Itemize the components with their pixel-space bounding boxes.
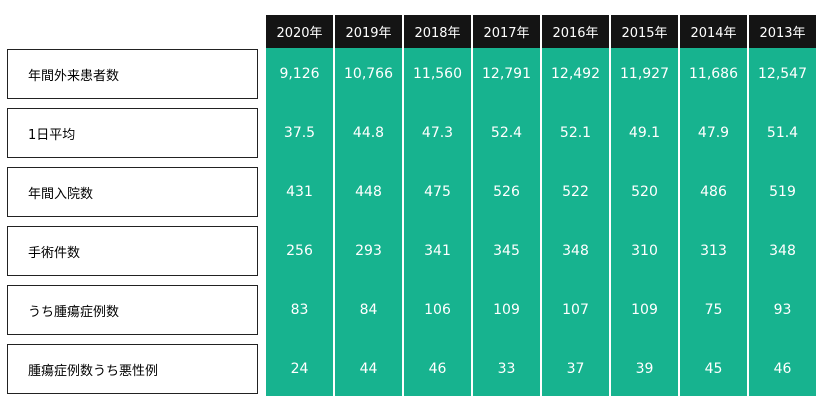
table-cell: 46: [773, 361, 792, 377]
table-cell: 345: [493, 243, 520, 259]
table-cell: 9,126: [279, 66, 320, 82]
column-header-year: 2019年: [335, 15, 402, 48]
table-cell: 107: [562, 302, 589, 318]
table-cell: 519: [769, 184, 796, 200]
table-cell: 310: [631, 243, 658, 259]
column-divider: [747, 15, 749, 396]
table-cell: 10,766: [344, 66, 393, 82]
table-cell: 475: [424, 184, 451, 200]
table-cell: 44: [359, 361, 378, 377]
table-cell: 431: [286, 184, 313, 200]
table-cell: 293: [355, 243, 382, 259]
column-body: [335, 48, 402, 396]
table-cell: 520: [631, 184, 658, 200]
table-cell: 37: [566, 361, 585, 377]
row-label: 腫瘍症例数うち悪性例: [7, 344, 258, 394]
table-cell: 47.3: [421, 125, 454, 141]
table-cell: 522: [562, 184, 589, 200]
table-cell: 84: [359, 302, 378, 318]
table-cell: 348: [769, 243, 796, 259]
column-body: [749, 48, 816, 396]
row-label: 手術件数: [7, 226, 258, 276]
table-cell: 256: [286, 243, 313, 259]
table-cell: 44.8: [352, 125, 385, 141]
table-cell: 12,791: [482, 66, 531, 82]
table-cell: 109: [631, 302, 658, 318]
column-divider: [678, 15, 680, 396]
row-label: 年間入院数: [7, 167, 258, 217]
column-header-year: 2016年: [542, 15, 609, 48]
table-cell: 37.5: [283, 125, 316, 141]
table-cell: 11,686: [689, 66, 738, 82]
table-cell: 75: [704, 302, 723, 318]
table-cell: 12,547: [758, 66, 807, 82]
row-label: うち腫瘍症例数: [7, 285, 258, 335]
column-divider: [402, 15, 404, 396]
table-cell: 52.4: [490, 125, 523, 141]
column-divider: [540, 15, 542, 396]
column-header-year: 2018年: [404, 15, 471, 48]
table-cell: 47.9: [697, 125, 730, 141]
column-body: [473, 48, 540, 396]
column-header-year: 2013年: [749, 15, 816, 48]
table-cell: 39: [635, 361, 654, 377]
table-cell: 448: [355, 184, 382, 200]
table-cell: 11,927: [620, 66, 669, 82]
table-cell: 93: [773, 302, 792, 318]
table-cell: 45: [704, 361, 723, 377]
table-cell: 486: [700, 184, 727, 200]
column-header-year: 2017年: [473, 15, 540, 48]
table-cell: 526: [493, 184, 520, 200]
column-body: [680, 48, 747, 396]
table-cell: 46: [428, 361, 447, 377]
row-label: 年間外来患者数: [7, 49, 258, 99]
table-cell: 12,492: [551, 66, 600, 82]
table-cell: 33: [497, 361, 516, 377]
column-body: [542, 48, 609, 396]
table-cell: 83: [290, 302, 309, 318]
column-header-year: 2020年: [266, 15, 333, 48]
column-header-year: 2014年: [680, 15, 747, 48]
column-body: [266, 48, 333, 396]
row-label: 1日平均: [7, 108, 258, 158]
table-cell: 348: [562, 243, 589, 259]
table-cell: 52.1: [559, 125, 592, 141]
table-cell: 11,560: [413, 66, 462, 82]
column-body: [611, 48, 678, 396]
table-cell: 49.1: [628, 125, 661, 141]
column-divider: [333, 15, 335, 396]
column-header-year: 2015年: [611, 15, 678, 48]
table-cell: 24: [290, 361, 309, 377]
table-cell: 341: [424, 243, 451, 259]
column-body: [404, 48, 471, 396]
table-cell: 106: [424, 302, 451, 318]
table-cell: 109: [493, 302, 520, 318]
table-cell: 51.4: [766, 125, 799, 141]
column-divider: [609, 15, 611, 396]
column-divider: [471, 15, 473, 396]
table-cell: 313: [700, 243, 727, 259]
